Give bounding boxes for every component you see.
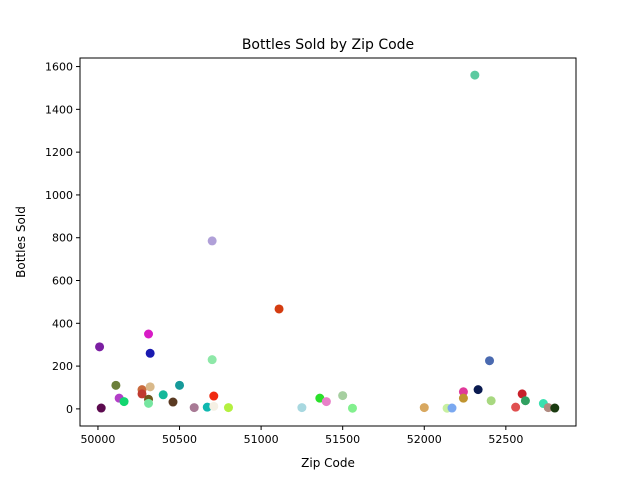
data-point-11 (144, 398, 154, 408)
data-point-27 (347, 403, 357, 413)
data-point-14 (175, 380, 185, 390)
data-point-42 (550, 403, 560, 413)
data-point-41 (543, 403, 553, 413)
data-points (95, 70, 560, 413)
y-tick-label: 0 (66, 403, 73, 416)
y-tick-label: 600 (52, 275, 73, 288)
data-point-15 (189, 403, 199, 413)
data-point-7 (144, 329, 154, 339)
y-tick-label: 1600 (45, 61, 73, 74)
data-point-26 (338, 391, 348, 401)
data-point-32 (458, 393, 468, 403)
y-tick-label: 800 (52, 232, 73, 245)
y-axis-ticks: 0 200 400 600 800 1000 1200 1400 1600 (45, 61, 80, 416)
y-tick-label: 400 (52, 317, 73, 330)
data-point-8 (145, 348, 155, 358)
data-point-1 (96, 403, 106, 413)
data-point-0 (95, 342, 105, 352)
data-point-23 (297, 403, 307, 413)
x-axis-label: Zip Code (301, 456, 355, 470)
data-point-17 (207, 236, 217, 246)
data-point-22 (274, 304, 284, 314)
data-point-19 (209, 391, 219, 401)
data-point-28 (419, 403, 429, 413)
x-tick-label: 52000 (407, 433, 442, 446)
x-axis-ticks: 50000 50500 51000 51500 52000 52500 (80, 426, 523, 446)
data-point-36 (486, 396, 496, 406)
data-point-2 (111, 380, 121, 390)
data-point-20 (209, 401, 219, 411)
data-point-37 (511, 402, 521, 412)
x-tick-label: 50000 (80, 433, 115, 446)
y-tick-label: 1200 (45, 146, 73, 159)
data-point-35 (485, 356, 495, 366)
x-tick-label: 50500 (162, 433, 197, 446)
data-point-39 (520, 396, 530, 406)
data-point-18 (207, 355, 217, 365)
data-point-9 (145, 382, 155, 392)
x-tick-label: 51000 (244, 433, 279, 446)
data-point-6 (137, 389, 147, 399)
y-tick-label: 1400 (45, 103, 73, 116)
data-point-21 (223, 403, 233, 413)
plot-frame (79, 57, 577, 427)
data-point-34 (473, 385, 483, 395)
data-point-31 (458, 387, 468, 397)
y-axis-label: Bottles Sold (14, 206, 28, 278)
y-tick-label: 1000 (45, 189, 73, 202)
x-tick-label: 51500 (325, 433, 360, 446)
data-point-30 (447, 403, 457, 413)
y-tick-label: 200 (52, 360, 73, 373)
data-point-13 (168, 397, 178, 407)
chart-title: Bottles Sold by Zip Code (242, 37, 414, 53)
data-point-25 (321, 397, 331, 407)
data-point-38 (517, 389, 527, 399)
data-point-4 (119, 397, 129, 407)
data-point-12 (158, 390, 168, 400)
data-point-33 (470, 70, 480, 80)
x-tick-label: 52500 (488, 433, 523, 446)
